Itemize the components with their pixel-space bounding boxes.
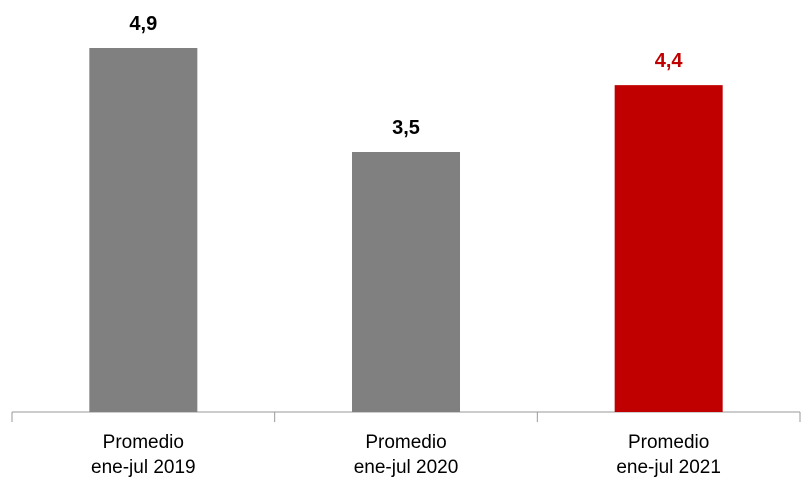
bar [89,48,198,412]
x-tick-label: Promedio ene-jul 2020 [353,432,459,478]
bar [352,152,460,412]
bar [614,85,723,413]
value-label: 3,5 [392,117,420,139]
x-tick-label: Promedio ene-jul 2021 [616,432,721,478]
value-label: 4,4 [655,50,684,72]
value-label: 4,9 [129,13,157,35]
x-tick-label: Promedio ene-jul 2019 [91,432,196,478]
